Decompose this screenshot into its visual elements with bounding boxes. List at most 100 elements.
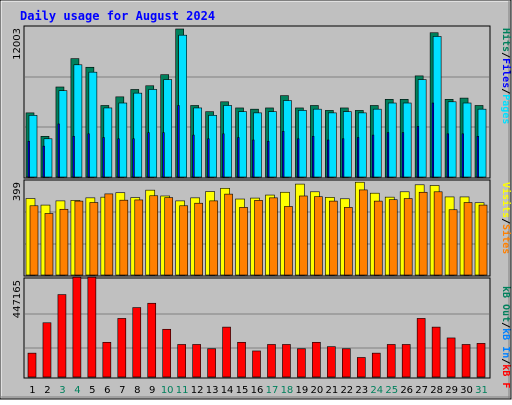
kbf-bar-day-4 xyxy=(72,276,82,378)
day-label-30: 30 xyxy=(460,385,473,396)
pages-bar-day-10 xyxy=(163,79,173,178)
sites-bar-day-11 xyxy=(179,205,188,276)
day-label-4: 4 xyxy=(74,385,80,396)
kbf-bar-day-23 xyxy=(356,357,366,378)
pages-bar-day-20 xyxy=(313,108,322,178)
sites-bar-day-22 xyxy=(344,207,353,276)
legend-files-label: Files xyxy=(500,58,512,88)
kbf-bar-day-11 xyxy=(177,344,186,378)
files-bar-day-14 xyxy=(222,133,225,178)
sites-bar-day-31 xyxy=(478,204,488,276)
x-axis-day-labels: 1 2 3 4 5 6 7 8 9 10 11 12 13 14 15 16 17 18 19 20 21 22 23 24 2… xyxy=(29,385,488,396)
panel-visits-ymax-label: 399 xyxy=(12,182,23,201)
day-label-3: 3 xyxy=(59,385,65,396)
pages-bar-day-13 xyxy=(208,115,217,178)
day-label-19: 19 xyxy=(296,385,309,396)
kbf-bar-day-22 xyxy=(342,348,351,378)
sites-bar-day-7 xyxy=(119,199,129,276)
kbf-bar-day-29 xyxy=(446,337,456,378)
sites-bar-day-6 xyxy=(104,193,114,276)
day-label-6: 6 xyxy=(104,385,110,396)
day-label-20: 20 xyxy=(311,385,324,396)
sites-bar-day-20 xyxy=(314,196,323,276)
day-label-11: 11 xyxy=(176,385,189,396)
legend-sep-4: / xyxy=(500,322,511,328)
day-label-21: 21 xyxy=(325,385,338,396)
files-bar-day-22 xyxy=(342,138,345,178)
day-label-2: 2 xyxy=(44,385,50,396)
legend-sep-1: / xyxy=(500,52,511,58)
panel-kbf-frame xyxy=(23,277,491,379)
kbf-bar-day-31 xyxy=(476,343,486,378)
sites-bar-day-5 xyxy=(89,202,99,276)
sites-bar-day-30 xyxy=(463,202,473,276)
pages-bar-day-1 xyxy=(28,115,38,178)
files-bar-day-20 xyxy=(312,136,315,178)
kbf-bar-day-12 xyxy=(192,344,201,378)
pages-bar-day-17 xyxy=(268,111,277,178)
legend-bottom: kB Out/kB In/kB F xyxy=(500,286,511,388)
pages-bar-day-29 xyxy=(447,101,457,178)
chart-title: Daily usage for August 2024 xyxy=(20,9,215,23)
kbf-bar-day-9 xyxy=(147,302,157,378)
kbf-bar-day-27 xyxy=(416,318,426,378)
legend-sep-2: / xyxy=(500,88,511,94)
svg-text:Hits/Files/Pages: Hits/Files/Pages xyxy=(500,28,512,124)
day-label-27: 27 xyxy=(415,385,428,396)
files-bar-day-4 xyxy=(72,136,75,178)
sites-bar-day-4 xyxy=(74,200,84,276)
kbf-bar-day-15 xyxy=(237,341,246,378)
sites-bar-day-16 xyxy=(254,200,263,276)
panel-kbf: 447165 xyxy=(12,276,491,379)
day-label-12: 12 xyxy=(191,385,204,396)
day-label-25: 25 xyxy=(385,385,398,396)
files-bar-day-5 xyxy=(87,133,90,178)
files-bar-day-31 xyxy=(476,136,479,178)
panel-hits-ymax-label: 12003 xyxy=(12,28,23,60)
sites-bar-day-21 xyxy=(329,200,338,276)
sites-bar-day-29 xyxy=(448,209,458,276)
kbf-bar-day-5 xyxy=(87,276,97,378)
legend-visits-label: Visits xyxy=(500,182,512,218)
pages-bar-day-7 xyxy=(118,102,128,178)
sites-bar-day-14 xyxy=(224,193,233,276)
sites-bar-day-13 xyxy=(209,200,218,276)
day-label-23: 23 xyxy=(355,385,368,396)
svg-text:Visits/Sites: Visits/Sites xyxy=(500,182,512,254)
pages-bar-day-24 xyxy=(372,108,382,178)
pages-bar-day-26 xyxy=(402,102,412,178)
files-bar-day-13 xyxy=(207,138,210,178)
pages-bar-day-9 xyxy=(148,89,158,178)
day-label-9: 9 xyxy=(149,385,155,396)
kbf-bar-day-20 xyxy=(312,341,321,378)
files-bar-day-8 xyxy=(132,138,135,178)
day-label-29: 29 xyxy=(445,385,458,396)
pages-bar-day-4 xyxy=(73,64,83,178)
sites-bar-day-27 xyxy=(418,191,428,276)
files-bar-day-2 xyxy=(42,145,45,178)
kbf-bar-day-28 xyxy=(431,326,441,378)
kbf-bar-day-8 xyxy=(132,307,142,378)
day-label-13: 13 xyxy=(206,385,219,396)
files-bar-day-11 xyxy=(177,105,180,178)
pages-bar-day-6 xyxy=(103,107,113,178)
pages-bar-day-19 xyxy=(298,110,307,178)
pages-bar-day-30 xyxy=(462,102,472,178)
files-bar-day-25 xyxy=(386,132,390,178)
files-bar-day-1 xyxy=(27,140,30,178)
legend-hits-label: Hits xyxy=(500,28,512,52)
kbf-bar-day-2 xyxy=(42,322,52,378)
files-bar-day-21 xyxy=(327,139,330,178)
panel-visits-frame xyxy=(23,179,491,277)
pages-bar-day-14 xyxy=(223,105,232,178)
sites-bar-day-3 xyxy=(59,208,69,276)
files-bar-day-15 xyxy=(237,137,240,178)
sites-bar-day-23 xyxy=(358,189,368,276)
day-label-31: 31 xyxy=(475,385,488,396)
legend-sep-5: / xyxy=(500,358,511,364)
pages-bar-day-5 xyxy=(88,71,98,178)
sites-bar-day-26 xyxy=(403,198,413,276)
sites-bar-day-9 xyxy=(149,195,159,276)
legend-sites-label: Sites xyxy=(500,224,512,254)
